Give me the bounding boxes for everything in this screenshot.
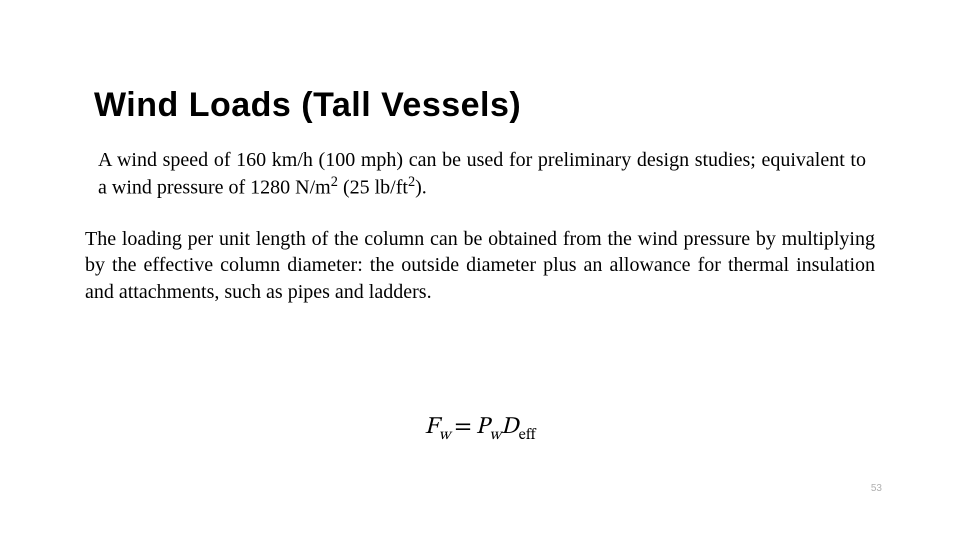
paragraph-2: The loading per unit length of the colum… <box>85 226 875 305</box>
eq-equals: = <box>450 415 475 439</box>
slide: Wind Loads (Tall Vessels) A wind speed o… <box>0 0 960 540</box>
eq-lhs-sub: w <box>439 427 451 443</box>
equation: Fw=PwDeff <box>0 412 960 445</box>
eq-r1-sub: w <box>489 427 501 443</box>
page-title: Wind Loads (Tall Vessels) <box>94 86 521 125</box>
p1-text-pre: A wind speed of 160 km/h (100 mph) can b… <box>98 149 866 199</box>
paragraph-1: A wind speed of 160 km/h (100 mph) can b… <box>98 148 866 201</box>
p1-sup-1: 2 <box>331 174 338 190</box>
eq-lhs-var: F <box>425 415 439 439</box>
page-number: 53 <box>871 483 882 494</box>
eq-r2-sub: eff <box>519 427 536 443</box>
p1-text-post: ). <box>415 177 427 199</box>
eq-r1-var: P <box>476 415 490 439</box>
eq-r2-var: D <box>501 415 519 439</box>
p1-text-mid: (25 lb/ft <box>338 177 408 199</box>
